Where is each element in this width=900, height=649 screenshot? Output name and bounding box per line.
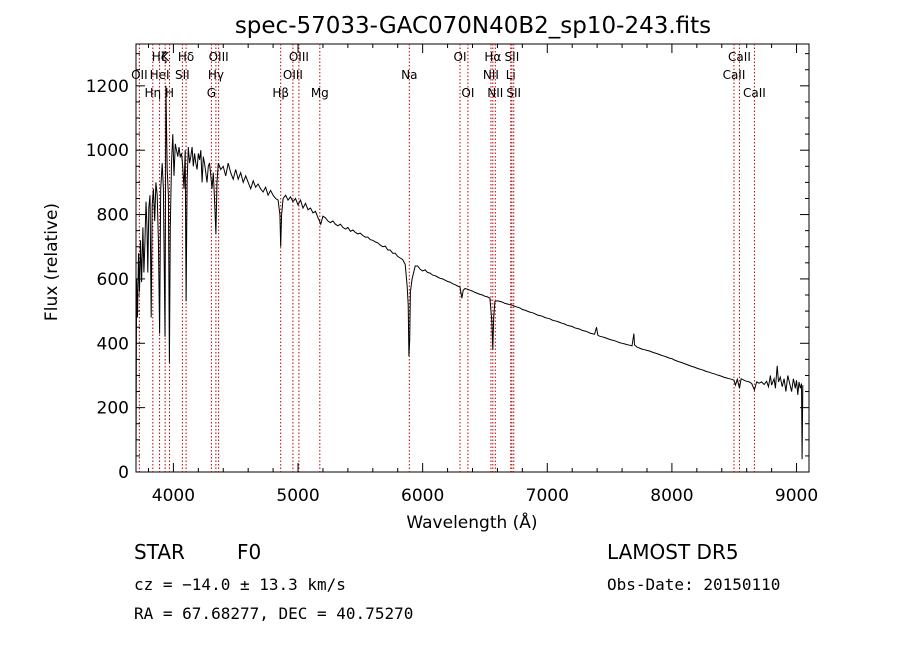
line-label: OIII <box>289 50 309 64</box>
line-label: Hδ <box>178 50 194 64</box>
object-class: STAR <box>134 540 185 564</box>
line-label: Hγ <box>208 68 224 82</box>
line-label: Hα <box>484 50 501 64</box>
x-axis-label: Wavelength (Å) <box>406 511 537 533</box>
line-label: K <box>161 50 170 64</box>
line-label: CaII <box>728 50 751 64</box>
line-label: OI <box>454 50 467 64</box>
observation-date: Obs-Date: 20150110 <box>607 575 781 594</box>
y-tick-label: 400 <box>97 334 129 354</box>
line-label: Mg <box>311 86 329 100</box>
y-tick-label: 1000 <box>86 141 129 161</box>
line-label: OI <box>461 86 474 100</box>
line-label: G <box>207 86 216 100</box>
line-markers <box>138 44 755 472</box>
chart-title: spec-57033-GAC070N40B2_sp10-243.fits <box>235 13 711 39</box>
y-tick-label: 200 <box>97 399 129 419</box>
line-label: OIII <box>209 50 229 64</box>
x-tick-label: 5000 <box>276 486 319 506</box>
line-label: Na <box>401 68 417 82</box>
line-label: H <box>165 86 174 100</box>
y-axis-label: Flux (relative) <box>42 203 62 321</box>
line-label: Hβ <box>272 86 289 100</box>
line-label: SII <box>175 68 190 82</box>
x-tick-label: 7000 <box>526 486 569 506</box>
line-label: NII <box>487 86 503 100</box>
x-tick-label: 8000 <box>650 486 693 506</box>
y-tick-label: 1200 <box>86 77 129 97</box>
line-label: OII <box>131 68 148 82</box>
line-label: CaII <box>743 86 766 100</box>
line-label: CaII <box>723 68 746 82</box>
line-label: Hη <box>145 86 162 100</box>
redshift-value: cz = −14.0 ± 13.3 km/s <box>134 575 346 594</box>
x-axis: 4000 5000 6000 7000 8000 9000 <box>147 44 818 506</box>
line-labels: OIIHηHζHeIKHSIIHδGHγOIIIHβOIIIOIIIMgNaOI… <box>131 50 766 100</box>
line-label: SII <box>506 86 521 100</box>
spectrum-line <box>135 85 804 466</box>
line-label: Li <box>506 68 516 82</box>
x-tick-label: 4000 <box>152 486 195 506</box>
line-label: NII <box>483 68 499 82</box>
line-label: OIII <box>283 68 303 82</box>
object-subclass: F0 <box>237 540 262 564</box>
line-label: Hζ <box>152 50 168 64</box>
x-tick-label: 6000 <box>401 486 444 506</box>
plot-frame <box>135 43 810 473</box>
y-tick-label: 0 <box>118 463 129 483</box>
y-tick-label: 600 <box>97 270 129 290</box>
coordinates: RA = 67.68277, DEC = 40.75270 <box>134 604 414 623</box>
survey-name: LAMOST DR5 <box>607 540 739 564</box>
y-axis: 0 200 400 600 800 1000 1200 <box>86 53 809 483</box>
line-label: HeI <box>150 68 170 82</box>
x-tick-label: 9000 <box>775 486 818 506</box>
y-tick-label: 800 <box>97 206 129 226</box>
line-label: SII <box>505 50 520 64</box>
